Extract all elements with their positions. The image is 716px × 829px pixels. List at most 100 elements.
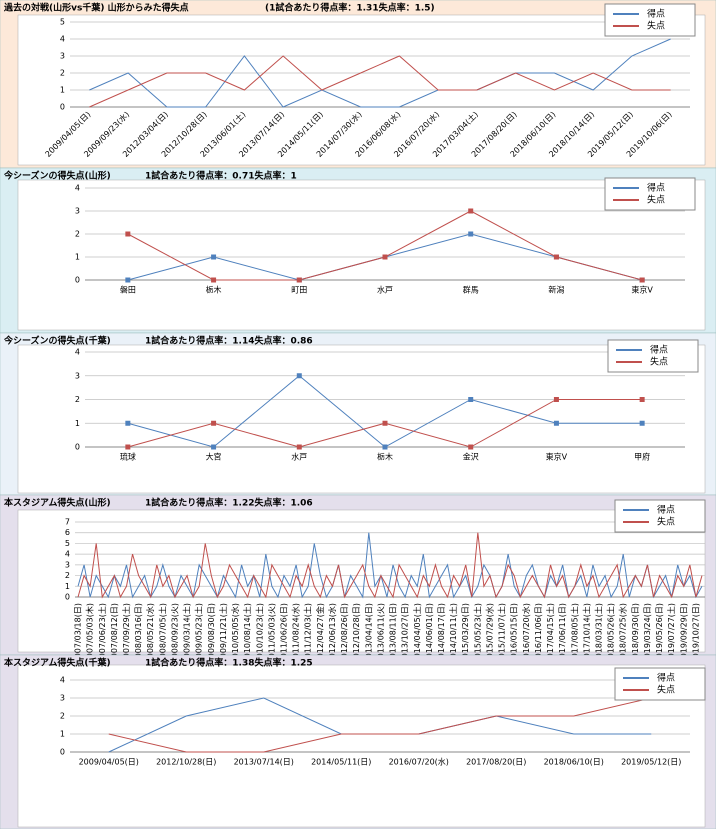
x-tick-label: 2018/07/25(水) [618,603,628,663]
y-tick-label: 1 [75,419,80,428]
x-tick-label: 2016/11/06(日) [534,603,543,663]
x-tick-label: 2017/08/05(土) [569,603,579,663]
data-point [211,444,217,450]
x-tick-label: 2007/06/23(土) [97,603,107,663]
data-point [382,420,388,426]
data-point [553,254,559,260]
data-point [125,231,131,237]
data-point [639,277,645,283]
chart-title: 本スタジアム得失点(千葉) [4,657,111,669]
x-tick-label: 2019/03/24(日) [643,603,652,663]
x-tick-label: 2019/05/12(日) [621,758,681,767]
data-point [553,420,559,426]
y-tick-label: 4 [60,35,65,44]
x-tick-label: 2012/10/28(日) [156,758,216,767]
chart-subtitle: 1試合あたり得点率：1.22失点率：1.06 [145,497,313,509]
x-tick-label: 磐田 [120,285,136,295]
data-point [296,277,302,283]
x-tick-label: 水戸 [377,285,393,295]
chart-subtitle: (1試合あたり得点率：1.31失点率：1.5) [265,2,435,14]
x-tick-label: 大宮 [206,452,222,462]
y-tick-label: 5 [65,539,70,548]
data-point [553,397,559,402]
x-tick-label: 2009/03/14(土) [182,603,192,663]
x-tick-label: 2018/03/31(土) [593,603,603,663]
data-point [382,444,388,450]
y-tick-label: 3 [65,560,70,569]
x-tick-label: 2013/04/14(日) [364,603,373,663]
x-tick-label: 2009/11/21(土) [218,603,228,663]
x-tick-label: 2017/08/20(日) [466,758,526,767]
chart-subtitle: 1試合あたり得点率：0.71失点率：1 [145,170,297,182]
x-tick-label: 2013/10/27(日) [401,603,410,663]
x-tick-label: 2010/08/14(土) [242,603,252,663]
x-tick-label: 2012/10/28(日) [352,603,361,663]
x-tick-label: 2017/10/14(土) [581,603,591,663]
x-tick-label: 2015/07/29(水) [484,603,494,663]
legend-label: 得点 [650,344,668,356]
data-point [468,208,474,214]
x-tick-label: 栃木 [377,452,393,462]
x-tick-label: 2011/06/26(日) [279,603,288,663]
x-tick-label: 2015/03/29(日) [461,603,470,663]
y-tick-label: 0 [75,276,80,285]
data-point [211,254,217,260]
x-tick-label: 2016/07/20(水) [389,757,449,767]
y-tick-label: 7 [65,518,70,527]
legend-box [614,667,706,701]
legend-box [604,3,696,37]
x-tick-label: 2015/11/07(土) [497,603,507,663]
x-tick-label: 東京V [631,285,653,295]
x-tick-label: 2012/08/26(日) [340,603,349,663]
data-line [77,532,703,599]
data-point [639,397,645,402]
x-tick-label: 2008/09/23(火) [170,603,179,663]
x-tick-label: 2018/06/10(日) [544,758,604,767]
y-tick-label: 1 [60,730,65,739]
x-tick-label: 2012/04/27(金) [315,603,325,663]
y-tick-label: 3 [75,207,80,216]
x-tick-label: 2007/08/12(日) [110,603,119,663]
x-tick-label: 金沢 [463,452,479,462]
chart-subtitle: 1試合あたり得点率：1.38失点率：1.25 [145,657,313,669]
data-point [125,277,131,283]
legend-label: 失点 [647,20,665,32]
data-point [639,420,645,426]
x-tick-label: 2019/05/26(日) [655,603,664,663]
chart-title: 今シーズンの得失点(山形) [3,170,111,182]
x-tick-label: 2014/05/11(日) [311,758,371,767]
x-tick-label: 2009/05/23(土) [194,603,204,663]
y-tick-label: 0 [65,593,70,602]
y-tick-label: 1 [75,253,80,262]
legend-label: 失点 [650,356,668,368]
y-tick-label: 2 [75,230,80,239]
data-line [89,55,671,108]
x-tick-label: 栃木 [206,285,222,295]
x-tick-label: 2009/08/30(日) [207,603,216,663]
legend-box [607,339,699,373]
x-tick-label: 2009/04/05(日) [79,758,139,767]
x-tick-label: 水戸 [291,452,307,462]
legend-label: 得点 [647,182,665,194]
data-point [468,444,474,450]
y-tick-label: 1 [65,582,70,591]
data-point [211,277,217,283]
x-tick-label: 2013/06/11(火) [376,603,385,663]
x-tick-label: 2010/05/05(水) [230,603,240,663]
x-tick-label: 2014/10/11(土) [448,603,458,663]
x-tick-label: 2007/03/18(日) [74,603,83,663]
data-point [125,444,131,450]
x-tick-label: 2007/09/29(土) [121,603,131,663]
x-tick-label: 2008/03/16(日) [134,603,143,663]
y-tick-label: 3 [60,694,65,703]
x-tick-label: 2019/09/29(日) [679,603,688,663]
y-tick-label: 2 [60,712,65,721]
y-tick-label: 1 [60,86,65,95]
chart-title: 今シーズンの得失点(千葉) [3,335,111,347]
legend-label: 失点 [647,194,665,206]
x-tick-label: 2018/05/26(土) [606,603,616,663]
data-point [125,420,131,426]
data-point [468,231,474,237]
x-tick-label: 町田 [291,286,307,295]
y-tick-label: 0 [75,443,80,452]
